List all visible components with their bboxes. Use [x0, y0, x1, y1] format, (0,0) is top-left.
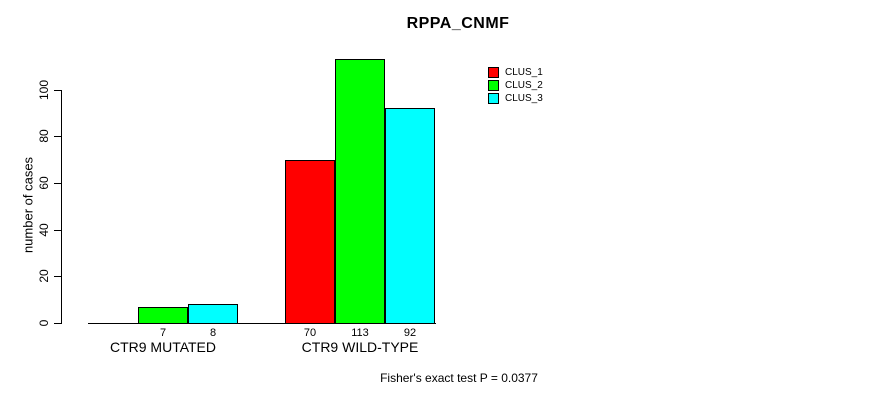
bar-clus_2-group1: [138, 307, 188, 324]
legend-label-clus-1: CLUS_1: [505, 67, 543, 78]
y-tick: [54, 136, 61, 137]
y-tick-label: 80: [37, 129, 51, 143]
bar-value-label: 8: [209, 327, 217, 339]
x-axis-baseline: [88, 323, 436, 324]
y-tick: [54, 276, 61, 277]
bar-value-label: 70: [303, 327, 317, 339]
y-tick-label: 60: [37, 176, 51, 190]
y-tick-label: 20: [37, 269, 51, 283]
legend-item-clus-2: CLUS_2: [488, 79, 543, 92]
y-tick: [54, 90, 61, 91]
stat-annotation: Fisher's exact test P = 0.0377: [380, 371, 538, 385]
legend-item-clus-3: CLUS_3: [488, 92, 543, 105]
bar-clus_3-group2: [385, 108, 435, 324]
legend-swatch-clus-1-icon: [488, 67, 499, 78]
legend-swatch-clus-3-icon: [488, 93, 499, 104]
category-label: CTR9 MUTATED: [109, 339, 217, 355]
legend-item-clus-1: CLUS_1: [488, 66, 543, 79]
y-tick: [54, 183, 61, 184]
y-tick-label: 40: [37, 223, 51, 237]
bar-value-label: 92: [403, 327, 417, 339]
bar-clus_2-group2: [335, 59, 385, 324]
bar-clus_1-group2: [285, 160, 335, 324]
legend-swatch-clus-2-icon: [488, 80, 499, 91]
y-tick-label: 0: [37, 319, 51, 327]
chart-title: RPPA_CNMF: [406, 15, 510, 32]
category-label: CTR9 WILD-TYPE: [301, 339, 419, 355]
y-tick-label: 100: [37, 79, 51, 101]
y-tick: [54, 230, 61, 231]
y-axis-label: number of cases: [20, 156, 36, 254]
y-tick: [54, 323, 61, 324]
legend-label-clus-2: CLUS_2: [505, 80, 543, 91]
bar-value-label: 7: [159, 327, 167, 339]
bar-clus_3-group1: [188, 304, 238, 324]
bar-value-label: 113: [351, 327, 369, 339]
legend: CLUS_1 CLUS_2 CLUS_3: [488, 66, 543, 105]
legend-label-clus-3: CLUS_3: [505, 93, 543, 104]
y-axis-line: [61, 90, 62, 324]
